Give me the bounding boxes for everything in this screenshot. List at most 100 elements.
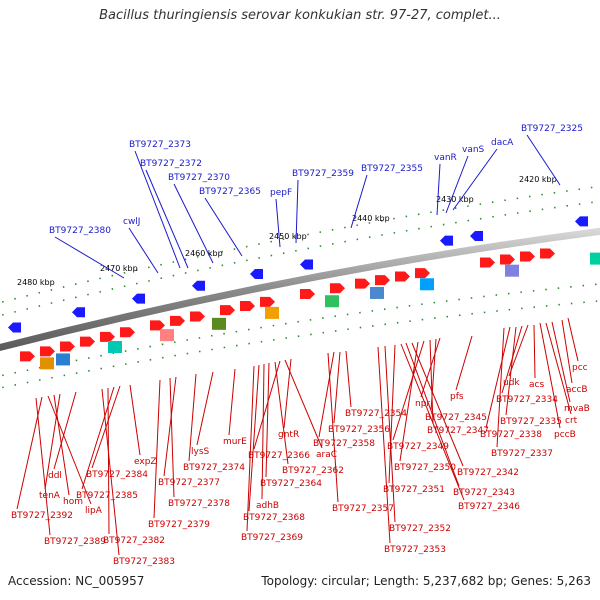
gene-label-bottom: BT9727_2334 [496, 395, 558, 405]
reverse-gene [250, 269, 263, 280]
bottom-label-leaders [16, 317, 579, 556]
gene-label-bottom: expZ [134, 457, 157, 467]
gene-label-bottom: crt [565, 416, 578, 426]
forward-gene [260, 296, 275, 307]
forward-gene [120, 327, 135, 338]
gene-box [108, 340, 122, 353]
leader-line [53, 394, 70, 496]
leader-line [505, 326, 517, 416]
gene-label-top: pepF [270, 188, 292, 198]
gene-label-bottom: BT9727_2366 [248, 451, 310, 461]
gene-label-top: BT9727_2370 [168, 173, 230, 183]
leader-line [196, 371, 214, 446]
forward-gene [540, 248, 555, 259]
leader-line [35, 397, 51, 536]
forward-gene [300, 289, 315, 299]
gene-label-top: cwlJ [123, 217, 140, 227]
gene-label-top: dacA [491, 138, 514, 148]
scale-label: 2470 kbp [100, 264, 138, 273]
leader-line [551, 321, 571, 403]
leader-line [283, 358, 292, 429]
leader-line [533, 324, 536, 379]
gene-label-bottom: acs [529, 380, 544, 390]
gene-label-bottom: BT9727_2337 [491, 449, 553, 459]
gene-label-bottom: gntR [278, 430, 299, 440]
gene-label-bottom: udk [503, 378, 520, 388]
gene-label-bottom: BT9727_2351 [383, 485, 445, 495]
leader-line [204, 197, 243, 257]
gene-label-bottom: BT9727_2343 [453, 488, 515, 498]
leader-line [169, 377, 175, 498]
leader-line [508, 324, 529, 377]
gene-box [56, 353, 70, 366]
gene-box [590, 252, 600, 265]
gene-label-top: BT9727_2325 [521, 124, 583, 134]
leader-line [134, 150, 181, 269]
gene-label-bottom: npr [415, 399, 430, 409]
forward-gene [375, 275, 390, 286]
leader-line [436, 163, 441, 216]
scale-label: 2480 kbp [17, 278, 55, 287]
gene-label-bottom: BT9727_2378 [168, 499, 230, 509]
leader-line [295, 179, 299, 244]
leader-line [345, 350, 352, 408]
gene-box [505, 264, 519, 277]
forward-gene [40, 346, 55, 357]
scale-label: 2430 kbp [436, 195, 474, 204]
leader-line [392, 340, 425, 441]
gene-features [8, 216, 600, 370]
gene-label-bottom: BT9727_2382 [103, 536, 165, 546]
gene-label-bottom: BT9727_2379 [148, 520, 210, 530]
forward-gene [520, 251, 535, 262]
leader-line [275, 198, 281, 248]
gene-label-bottom: BT9727_2354 [345, 409, 407, 419]
gene-label-bottom: BT9727_2349 [387, 442, 449, 452]
gene-label-bottom: lipA [85, 506, 103, 516]
leader-line [145, 169, 189, 269]
gene-label-bottom: BT9727_2377 [158, 478, 220, 488]
gene-label-bottom: lysS [191, 447, 210, 457]
gene-label-bottom: BT9727_2356 [328, 425, 390, 435]
map-title: Bacillus thuringiensis serovar konkukian… [99, 8, 501, 23]
scale-label: 2420 kbp [519, 175, 557, 184]
gene-label-top: BT9727_2373 [129, 140, 191, 150]
gene-label-bottom: BT9727_2389 [44, 537, 106, 547]
leader-line [253, 360, 281, 450]
reverse-gene [470, 230, 483, 241]
gene-label-bottom: BT9727_2346 [458, 502, 520, 512]
gene-label-bottom: pcc [572, 363, 588, 373]
leader-line [246, 365, 255, 532]
reverse-gene [8, 322, 21, 333]
leader-line [53, 391, 77, 470]
gene-label-bottom: BT9727_2335 [500, 417, 562, 427]
gene-label-bottom: BT9727_2357 [332, 504, 394, 514]
dotted-rings [0, 185, 600, 389]
forward-gene [355, 278, 370, 289]
dotted-ring [0, 300, 600, 389]
forward-gene [500, 254, 515, 265]
leader-line [318, 351, 335, 438]
reverse-gene [440, 235, 453, 246]
gene-label-bottom: BT9727_2350 [394, 463, 456, 473]
leader-line [188, 373, 197, 462]
leader-line [377, 346, 391, 544]
leader-line [388, 344, 396, 484]
genome-backbone [0, 227, 600, 352]
leader-line [452, 148, 498, 211]
leader-line [405, 342, 460, 487]
leader-line [47, 395, 92, 505]
forward-gene [20, 351, 35, 362]
leader-line [284, 359, 323, 449]
forward-gene [150, 320, 165, 331]
gene-label-bottom: BT9727_2384 [86, 470, 148, 480]
topology-text: Topology: circular; Length: 5,237,682 bp… [261, 574, 591, 588]
leader-line [496, 327, 505, 448]
leader-line [173, 183, 214, 264]
leader-line [445, 155, 469, 214]
leader-line [400, 343, 465, 501]
top-label-leaders [54, 134, 561, 279]
leader-line [399, 341, 419, 462]
forward-gene [170, 315, 185, 326]
leader-line [54, 236, 125, 279]
